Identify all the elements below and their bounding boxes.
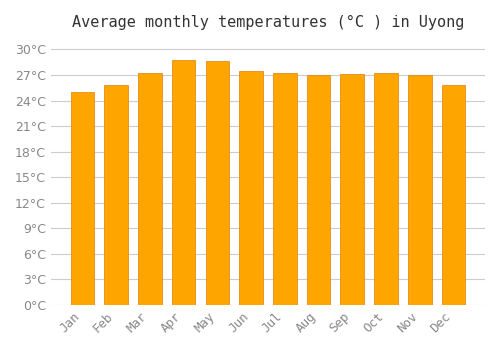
Bar xyxy=(442,85,466,305)
Bar xyxy=(70,92,94,305)
Bar xyxy=(240,71,263,305)
Bar xyxy=(138,73,162,305)
Bar xyxy=(340,74,364,305)
Bar xyxy=(374,73,398,305)
Bar xyxy=(206,61,229,305)
Bar xyxy=(104,85,128,305)
Bar xyxy=(408,75,432,305)
Bar xyxy=(306,75,330,305)
Bar xyxy=(273,73,296,305)
Bar xyxy=(172,60,196,305)
Title: Average monthly temperatures (°C ) in Uyong: Average monthly temperatures (°C ) in Uy… xyxy=(72,15,464,30)
